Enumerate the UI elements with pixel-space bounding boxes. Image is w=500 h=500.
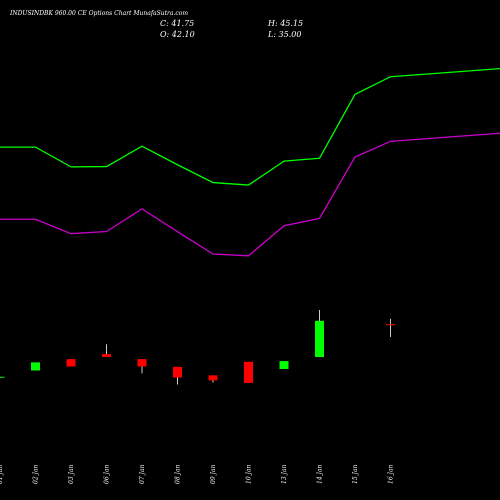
- x-tick-label: 14 Jan: [317, 464, 324, 484]
- candle-09-jan: [208, 375, 218, 383]
- candle-16-jan: [386, 318, 395, 337]
- candle-body: [315, 320, 324, 357]
- upper-indicator-line: [0, 67, 500, 186]
- candle-body: [66, 359, 76, 367]
- low-label: L: 35.00: [267, 30, 301, 39]
- high-label: H: 45.15: [267, 19, 303, 28]
- x-axis-labels: 01 Jan 02 Jan 03 Jan 06 Jan 07 Jan 08 Jan 09 J…: [0, 464, 395, 484]
- candle-body: [102, 354, 111, 357]
- x-tick-label: 03 Jan: [68, 464, 75, 484]
- candle-body: [173, 366, 182, 378]
- x-tick-label: 07 Jan: [139, 464, 146, 484]
- chart-title: INDUSINDBK 960.00 CE Options Chart Munaf…: [9, 10, 188, 17]
- candle-14-jan: [315, 310, 324, 357]
- candle-01-jan: [0, 376, 5, 378]
- x-tick-label: 08 Jan: [175, 464, 182, 484]
- candle-02-jan: [31, 362, 40, 371]
- x-tick-label: 10 Jan: [246, 464, 253, 484]
- x-tick-label: 13 Jan: [281, 464, 288, 484]
- candle-body: [31, 362, 40, 371]
- candle-body: [386, 324, 395, 326]
- close-label: C: 41.75: [160, 19, 194, 28]
- candle-body: [244, 361, 253, 383]
- candle-13-jan: [279, 361, 289, 370]
- candle-10-jan: [244, 361, 253, 383]
- candle-body: [208, 375, 218, 381]
- candle-03-jan: [66, 359, 76, 367]
- x-tick-label: 06 Jan: [104, 464, 111, 484]
- candle-07-jan: [137, 359, 147, 374]
- candle-body: [137, 359, 147, 367]
- candle-body: [0, 376, 5, 378]
- x-tick-label: 02 Jan: [33, 464, 40, 484]
- x-tick-label: 09 Jan: [210, 464, 217, 484]
- x-tick-label: 01 Jan: [0, 464, 4, 484]
- candle-06-jan: [102, 344, 111, 357]
- x-tick-label: 16 Jan: [388, 464, 395, 484]
- indicator-lines: [0, 67, 500, 257]
- candlesticks: [0, 310, 395, 385]
- open-label: O: 42.10: [160, 30, 195, 39]
- x-tick-label: 15 Jan: [352, 464, 359, 484]
- candle-body: [279, 361, 289, 370]
- lower-indicator-line: [0, 132, 500, 257]
- candle-08-jan: [173, 366, 182, 385]
